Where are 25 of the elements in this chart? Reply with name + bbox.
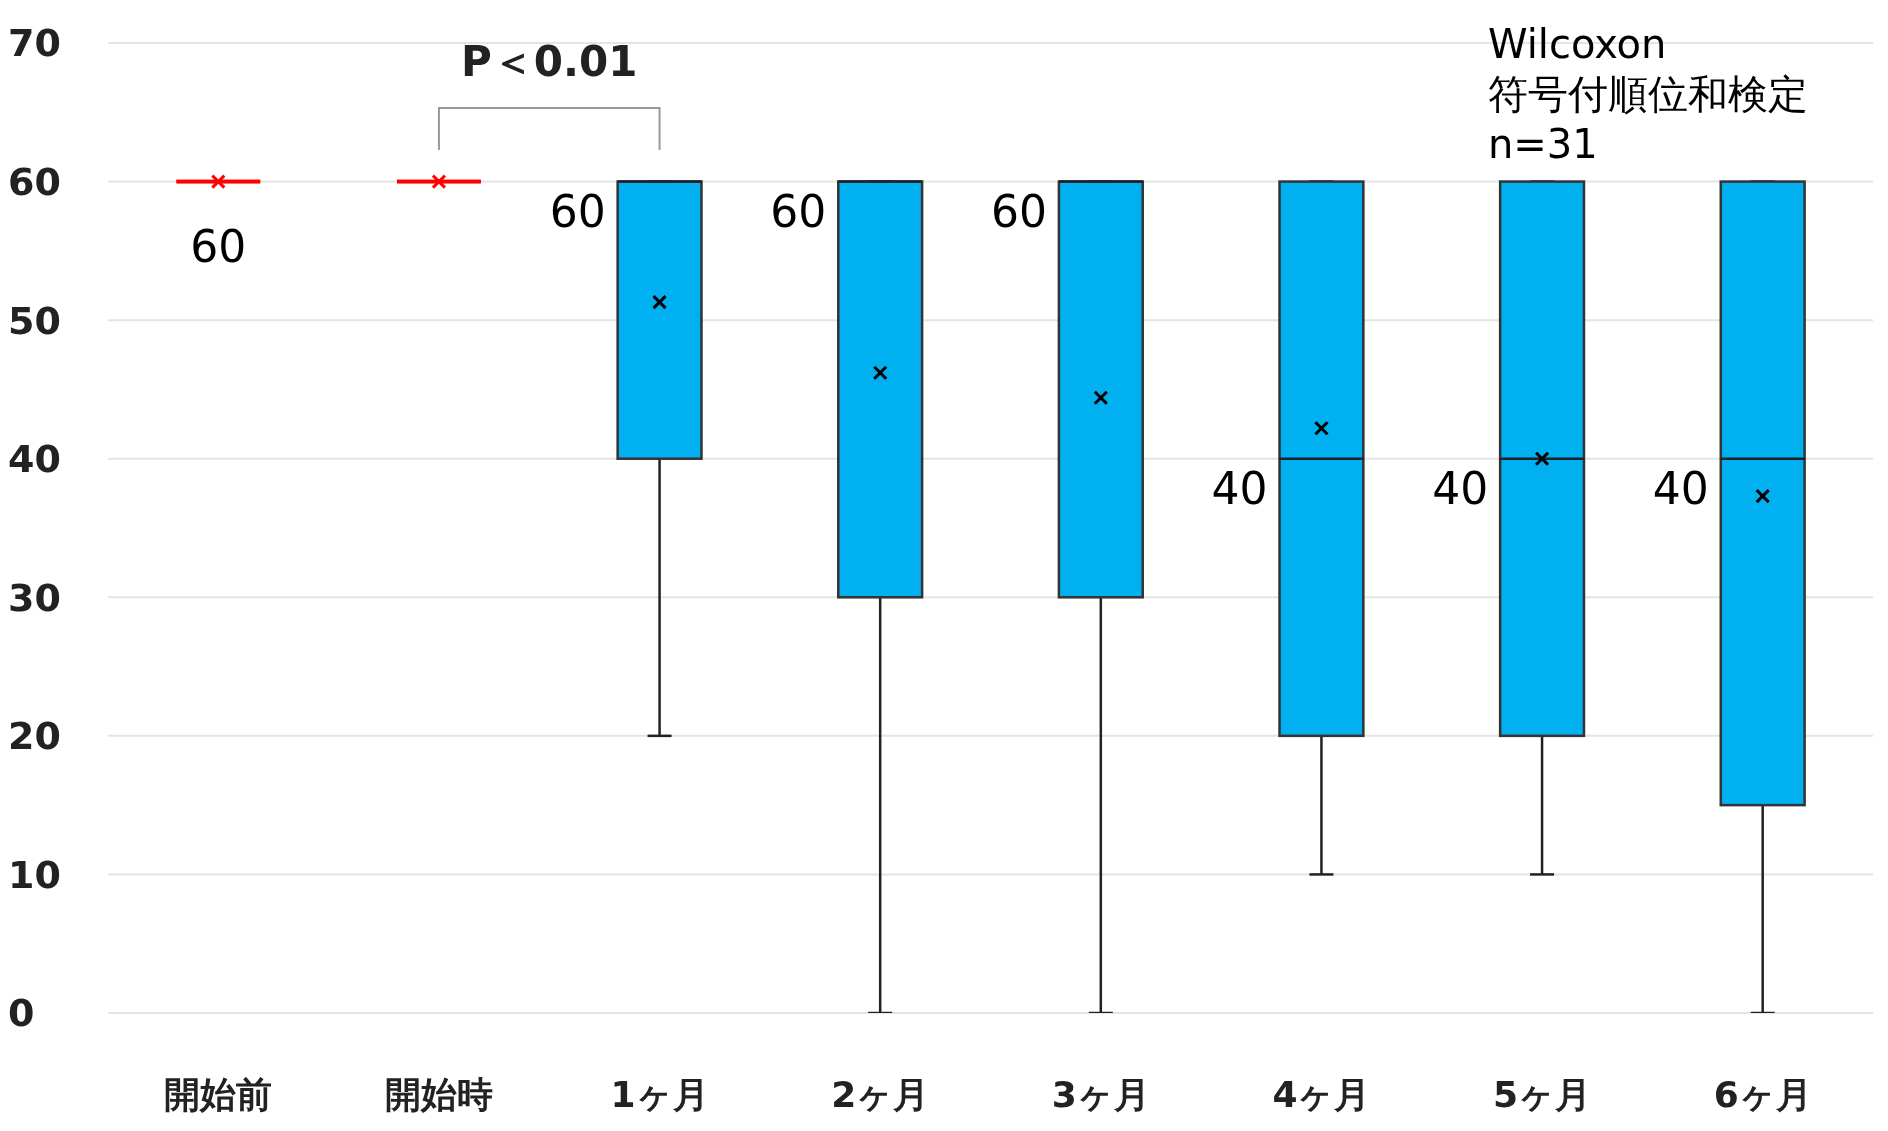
- y-tick-label: 0: [8, 991, 35, 1036]
- y-tick-label: 20: [8, 714, 61, 759]
- y-tick-label: 50: [8, 298, 61, 343]
- annotation: 40: [1432, 462, 1489, 514]
- x-tick-label: 6ヶ月: [1713, 1073, 1812, 1115]
- annotation: P＜0.01: [461, 37, 638, 86]
- x-tick-label: 5ヶ月: [1493, 1073, 1592, 1115]
- annotation: 60: [549, 185, 606, 237]
- y-tick-label: 30: [8, 575, 61, 620]
- x-tick-label: 2ヶ月: [831, 1073, 930, 1115]
- annotation: 60: [990, 185, 1047, 237]
- annotation: 60: [770, 185, 827, 237]
- y-tick-label: 40: [8, 437, 61, 482]
- y-tick-label: 70: [8, 21, 61, 66]
- x-tick-label: 3ヶ月: [1051, 1073, 1150, 1115]
- annotation: 40: [1652, 462, 1709, 514]
- annotation: 40: [1211, 462, 1268, 514]
- x-tick-label: 開始時: [384, 1073, 493, 1115]
- annotation: 60: [190, 220, 247, 272]
- x-tick-label: 開始前: [164, 1073, 273, 1115]
- annotation: Wilcoxon 符号付順位和検定 n=31: [1488, 21, 1808, 167]
- x-tick-label: 1ヶ月: [610, 1073, 709, 1115]
- x-tick-label: 4ヶ月: [1272, 1073, 1371, 1115]
- y-tick-label: 10: [8, 852, 61, 897]
- y-tick-label: 60: [8, 160, 61, 205]
